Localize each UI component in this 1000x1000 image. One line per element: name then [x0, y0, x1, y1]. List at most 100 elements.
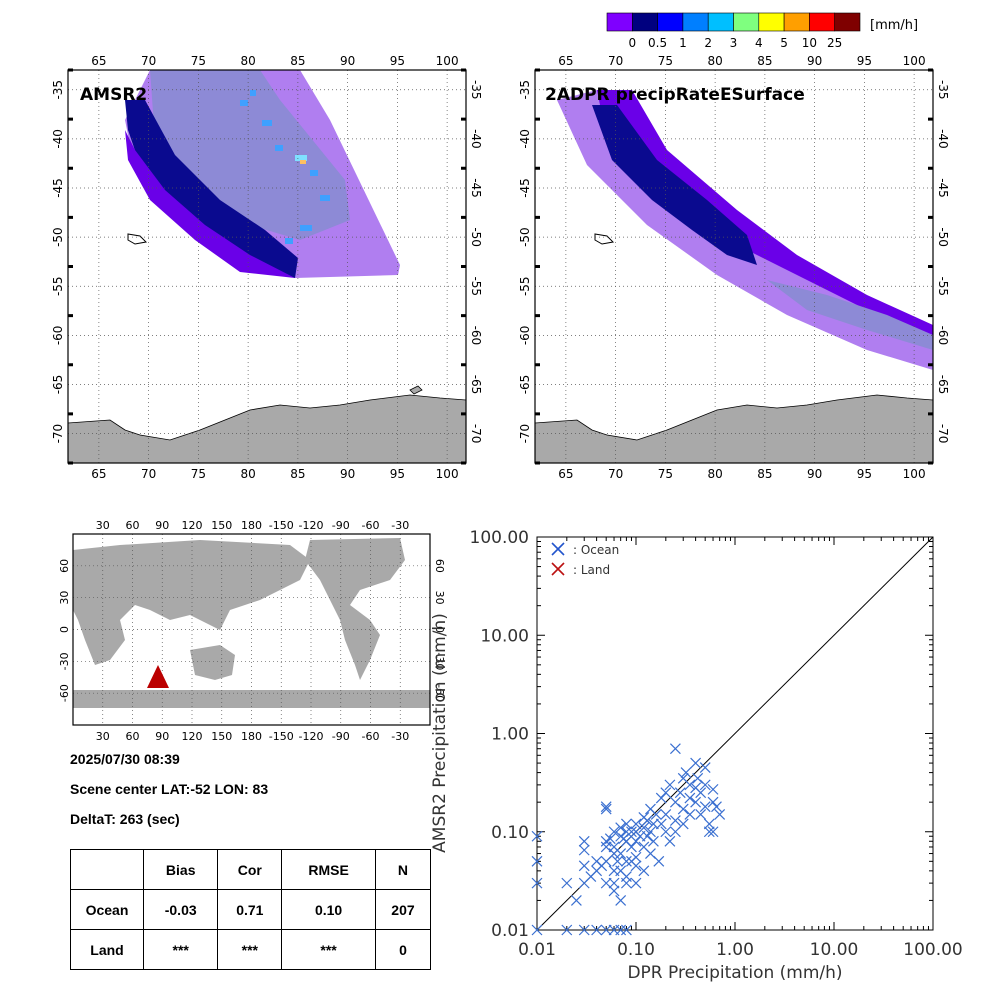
scatter-point-ocean-25 — [608, 826, 620, 838]
dpr-lat-right-1: -40 — [936, 129, 950, 149]
world-lon-bottom-4: 150 — [211, 730, 232, 740]
scene-location-marker — [147, 665, 169, 688]
dpr-lat-right-6: -65 — [936, 375, 950, 395]
scatter-point-ocean-70 — [655, 792, 667, 804]
world-lon-bottom-7: -120 — [299, 730, 324, 740]
colorbar-box-7 — [783, 12, 810, 32]
eurasia-africa-land — [73, 540, 310, 665]
scatter-point-ocean-53 — [630, 851, 642, 863]
world-lon-bottom-9: -60 — [362, 730, 380, 740]
amsr2-heavy-band — [125, 100, 298, 278]
colorbar-label-6: 5 — [780, 36, 788, 50]
scatter-ticks: 0.01 0.10 1.00 10.00 100.00 0.01 0.10 1.00 10.00… — [470, 528, 963, 960]
dpr-map-ticks: 65 65 70 70 75 75 80 80 85 85 90 90 95 95 100 100 -35 -35… — [518, 54, 950, 481]
world-lon-top-0: 30 — [96, 519, 110, 532]
amsr2-lat-left-1: -40 — [51, 129, 65, 149]
y-tick-label-3: 10.00 — [480, 626, 529, 646]
world-lat-left-1: 30 — [58, 591, 71, 605]
scatter-point-ocean-69 — [653, 855, 665, 867]
dpr-lat-right-2: -45 — [936, 178, 950, 198]
colorbar-box-8 — [809, 12, 836, 32]
world-lon-top-2: 90 — [155, 519, 169, 532]
amsr2-map-ticks: 65 65 70 70 75 75 80 80 85 85 90 90 95 95 100 100 -35 -35… — [51, 54, 483, 481]
amsr2-lat-right-1: -40 — [469, 129, 483, 149]
amsr2-lon-bottom-6: 95 — [390, 467, 405, 481]
amsr2-lon-bottom-4: 85 — [290, 467, 305, 481]
colorbar-label-2: 1 — [679, 36, 687, 50]
scatter-point-ocean-103 — [711, 801, 722, 813]
scatter-point-ocean-61 — [641, 815, 653, 826]
world-lat-right-0: 60 — [433, 559, 446, 573]
dpr-map: 65 65 70 70 75 75 80 80 85 85 90 90 95 95 100 100 -35 -35… — [518, 54, 950, 481]
scatter-point-ocean-3 — [531, 924, 543, 936]
dpr-swath-gray — [767, 280, 933, 350]
americas-land — [305, 538, 405, 680]
colorbar-boxes — [606, 12, 861, 32]
amsr2-lon-top-5: 90 — [340, 54, 355, 68]
dpr-lat-left-7: -70 — [518, 424, 532, 444]
scatter-point-ocean-43 — [620, 855, 632, 867]
x-axis-label: DPR Precipitation (mm/h) — [627, 963, 842, 983]
y-tick-label-1: 0.10 — [491, 823, 529, 843]
scatter-point-ocean-0 — [531, 830, 543, 842]
dpr-lon-top-3: 80 — [707, 54, 722, 68]
dpr-map-grid — [535, 70, 933, 463]
scatter-point-ocean-67 — [648, 835, 659, 847]
colorbar-box-0 — [606, 12, 633, 32]
amsr2-lat-left-2: -45 — [51, 178, 65, 198]
world-lon-top-5: 180 — [241, 519, 262, 532]
scatter-point-ocean-37 — [615, 894, 627, 906]
colorbar-box-3 — [682, 12, 709, 32]
amsr2-lon-top-0: 65 — [91, 54, 106, 68]
amsr2-lon-top-2: 75 — [191, 54, 206, 68]
dpr-lon-bottom-5: 90 — [807, 467, 822, 481]
scatter-point-ocean-52 — [630, 835, 642, 847]
scatter-point-ocean-83 — [677, 803, 689, 815]
scatter-point-ocean-6 — [570, 894, 582, 906]
scatter-point-ocean-102 — [707, 826, 719, 838]
world-lon-top-8: -90 — [332, 519, 350, 532]
dpr-lon-bottom-6: 95 — [857, 467, 872, 481]
scene-center-label: Scene center LAT:-52 LON: 83 — [70, 781, 269, 797]
scatter-point-ocean-15 — [591, 924, 603, 936]
world-lon-bottom-2: 90 — [155, 730, 169, 740]
amsr2-lon-bottom-1: 70 — [141, 467, 156, 481]
amsr2-lon-bottom-3: 80 — [240, 467, 255, 481]
amsr2-lat-right-7: -70 — [469, 424, 483, 444]
scatter-point-ocean-87 — [684, 792, 696, 804]
scatter-point-ocean-76 — [664, 835, 676, 847]
scatter-point-ocean-50 — [630, 818, 642, 830]
colorbar: 0 0.5 1 2 3 4 5 10 25 [mm/h] — [606, 12, 918, 50]
scatter-point-ocean-88 — [684, 809, 696, 820]
dpr-lon-top-1: 70 — [608, 54, 623, 68]
world-lon-bottom-8: -90 — [332, 730, 350, 740]
x-tick-label-0: 0.01 — [518, 940, 556, 960]
dpr-lon-top-7: 100 — [903, 54, 926, 68]
world-lon-bottom-1: 60 — [126, 730, 140, 740]
dpr-heavy-band — [592, 105, 757, 265]
colorbar-box-2 — [657, 12, 684, 32]
scatter-point-ocean-81 — [674, 787, 686, 799]
dpr-lat-left-1: -40 — [518, 129, 532, 149]
dpr-lon-bottom-4: 85 — [757, 467, 772, 481]
scatter-point-ocean-47 — [626, 826, 637, 838]
world-lon-bottom-3: 120 — [182, 730, 203, 740]
amsr2-lon-bottom-5: 90 — [340, 467, 355, 481]
scatter-point-ocean-32 — [612, 855, 623, 867]
world-map-frame — [72, 533, 431, 726]
world-lon-bottom-0: 30 — [96, 730, 110, 740]
dpr-lon-top-0: 65 — [558, 54, 573, 68]
scatter-point-ocean-41 — [620, 826, 632, 838]
world-lat-right-3: -30 — [433, 652, 446, 670]
scatter-plot: 0.01 0.10 1.00 10.00 100.00 0.01 0.10 1.00 10.00… — [430, 528, 963, 983]
amsr2-lat-right-2: -45 — [469, 178, 483, 198]
amsr2-lat-left-3: -50 — [51, 227, 65, 247]
header-bias: Bias — [142, 849, 219, 890]
header-cor: Cor — [217, 849, 283, 890]
amsr2-lat-left-5: -60 — [51, 326, 65, 346]
y-axis-label: AMSR2 Precipitation (mm/h) — [430, 613, 450, 853]
scatter-point-ocean-5 — [561, 924, 573, 936]
world-lon-bottom-10: -30 — [391, 730, 409, 740]
amsr2-lon-top-7: 100 — [436, 54, 459, 68]
scatter-point-ocean-73 — [660, 809, 672, 820]
